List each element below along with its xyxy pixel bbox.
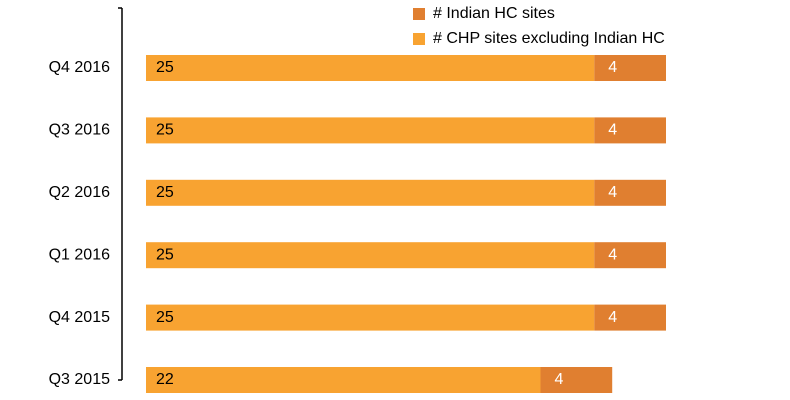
bar-segment — [146, 117, 595, 144]
value-label: 25 — [156, 309, 174, 326]
value-label: 4 — [608, 122, 617, 139]
y-tick-label: Q4 2015 — [49, 309, 110, 326]
value-label: 25 — [156, 59, 174, 76]
legend-label: # CHP sites excluding Indian HC — [433, 30, 665, 47]
bar-segment — [146, 242, 595, 269]
bar-segment — [146, 55, 595, 81]
value-label: 22 — [156, 371, 174, 388]
y-tick-label: Q4 2016 — [49, 59, 110, 76]
bar-segment — [594, 179, 666, 206]
y-tick-label: Q3 2015 — [49, 371, 110, 388]
value-label: 4 — [608, 246, 617, 263]
bar-segment — [540, 367, 613, 393]
bar-segment — [594, 55, 666, 81]
bar-segment — [594, 304, 666, 331]
bar-segment — [146, 179, 595, 206]
legend-swatch — [413, 8, 425, 20]
value-label: 4 — [608, 184, 617, 201]
y-tick-label: Q1 2016 — [49, 246, 110, 263]
y-tick-label: Q3 2016 — [49, 122, 110, 139]
value-label: 25 — [156, 184, 174, 201]
value-label: 25 — [156, 122, 174, 139]
bar-segment — [594, 117, 666, 144]
value-label: 25 — [156, 246, 174, 263]
legend-label: # Indian HC sites — [433, 5, 555, 22]
value-label: 4 — [554, 371, 563, 388]
value-label: 4 — [608, 309, 617, 326]
bar-segment — [146, 304, 595, 331]
legend-swatch — [413, 33, 425, 45]
y-tick-label: Q2 2016 — [49, 184, 110, 201]
value-label: 4 — [608, 59, 617, 76]
bar-segment — [594, 242, 666, 269]
bar-segment — [146, 367, 541, 393]
